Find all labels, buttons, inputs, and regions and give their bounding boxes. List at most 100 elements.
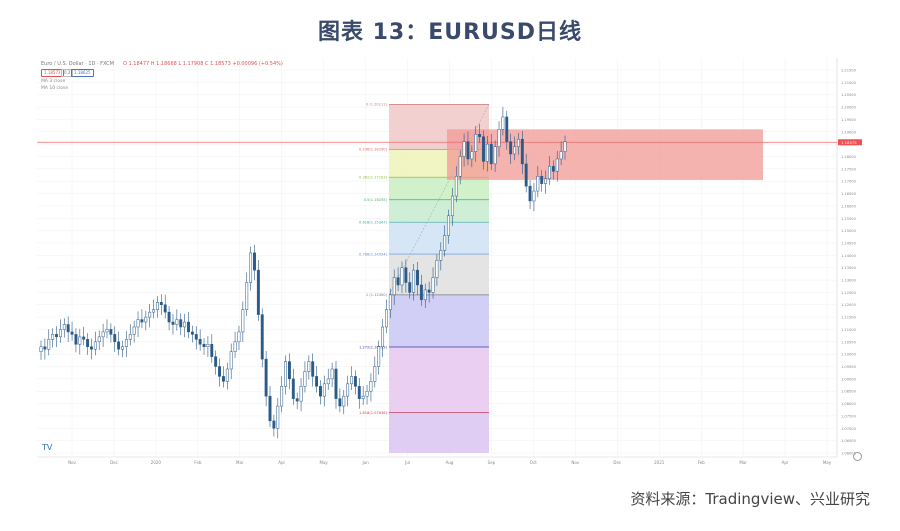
- price-tick-label: 1.07000: [841, 427, 857, 431]
- time-tick-label: Apr: [782, 460, 789, 465]
- ma-indicator-1[interactable]: MA 3 close: [41, 79, 66, 84]
- chart-area[interactable]: 1.21500 1.21000 1.20500 1.20000 1.19500 1.190…: [37, 58, 865, 466]
- time-tick-label: Dec: [613, 460, 621, 465]
- candle-body: [82, 336, 86, 340]
- candle-body: [43, 346, 47, 350]
- price-tick-label: 1.09500: [841, 365, 857, 369]
- candle-body: [307, 361, 311, 372]
- candle-body: [210, 344, 214, 357]
- candle-body: [58, 329, 62, 338]
- candle-body: [144, 316, 148, 323]
- candle-body: [105, 329, 109, 333]
- candle-body: [400, 267, 404, 286]
- time-tick-label: Nov: [571, 460, 579, 465]
- price-tick-label: 1.14500: [841, 241, 857, 245]
- fib-level-label: 1.272(1.10293): [359, 345, 388, 349]
- fib-level-label: 0.786(1.14054): [359, 252, 388, 256]
- time-tick-label: Mar: [739, 460, 747, 465]
- time-tick-label: Feb: [194, 460, 202, 465]
- candle-body: [338, 398, 342, 407]
- candle-body: [237, 331, 241, 343]
- price-tick-label: 1.13500: [841, 266, 857, 270]
- candle-body: [221, 376, 225, 382]
- candle-body: [536, 176, 540, 192]
- candle-body: [245, 282, 249, 310]
- candle-body: [485, 143, 489, 162]
- candle-body: [101, 331, 105, 338]
- candle-body: [233, 341, 237, 352]
- candle-body: [416, 269, 419, 286]
- sell-price-badge[interactable]: 1.18573: [41, 69, 64, 77]
- time-tick-label: Dec: [110, 460, 118, 465]
- candle-body: [423, 289, 427, 301]
- candlestick-chart[interactable]: 1.21500 1.21000 1.20500 1.20000 1.19500 1.190…: [37, 58, 865, 466]
- candle-body: [66, 324, 70, 333]
- candle-body: [47, 339, 51, 350]
- price-tick-label: 1.16000: [841, 204, 857, 208]
- candle-body: [128, 334, 132, 340]
- candle-body: [97, 336, 101, 343]
- candle-body: [392, 277, 396, 296]
- ohlc-readout: O 1.18477 H 1.18668 L 1.17908 C 1.18573 …: [123, 61, 283, 67]
- candle-body: [152, 309, 156, 313]
- candle-body: [462, 141, 466, 157]
- candle-body: [513, 146, 516, 155]
- settings-gear-icon[interactable]: [853, 452, 862, 461]
- candle-body: [450, 195, 454, 217]
- candle-body: [311, 361, 315, 377]
- candle-body: [563, 141, 567, 152]
- candle-body: [218, 366, 221, 377]
- fib-level-label: 1 (1.12400): [366, 293, 388, 297]
- candle-body: [334, 368, 338, 399]
- candle-body: [55, 334, 58, 338]
- price-tick-label: 1.17000: [841, 180, 857, 184]
- price-tick-label: 1.06500: [841, 439, 857, 443]
- candle-body: [361, 395, 365, 399]
- candle-body: [443, 235, 447, 251]
- candle-body: [280, 386, 284, 407]
- candle-body: [264, 358, 268, 397]
- price-tick-label: 1.11000: [841, 328, 857, 332]
- ma-indicator-2[interactable]: MA 10 close: [41, 86, 69, 91]
- current-price-label: 1.18575: [841, 140, 857, 145]
- candle-body: [516, 138, 520, 147]
- candle-body: [322, 383, 326, 397]
- price-tick-label: 1.14000: [841, 254, 857, 258]
- candle-body: [163, 304, 167, 313]
- candle-body: [194, 334, 198, 340]
- time-tick-label: Aug: [446, 460, 454, 465]
- buy-price-badge[interactable]: 1.18625: [71, 69, 94, 77]
- price-tick-label: 1.13000: [841, 279, 857, 283]
- candle-body: [295, 398, 299, 402]
- candle-body: [396, 277, 400, 286]
- candle-body: [284, 361, 287, 387]
- price-tick-label: 1.18000: [841, 155, 857, 159]
- price-tick-label: 1.16500: [841, 192, 857, 196]
- candle-body: [113, 334, 117, 343]
- candle-body: [256, 269, 260, 315]
- candle-body: [253, 252, 256, 271]
- price-tick-label: 1.06000: [841, 452, 857, 456]
- price-tick-label: 1.10500: [841, 340, 857, 344]
- time-tick-label: Oct: [530, 460, 537, 465]
- candle-body: [478, 133, 482, 137]
- candle-body: [458, 156, 462, 177]
- price-tick-label: 1.21500: [841, 69, 857, 73]
- candle-body: [357, 386, 361, 399]
- candle-body: [198, 339, 202, 345]
- fib-level-label: 0.5(1.16255): [364, 198, 388, 202]
- candle-body: [497, 129, 501, 147]
- candle-body: [202, 344, 206, 347]
- candle-body: [377, 346, 381, 367]
- candle-body: [385, 309, 388, 328]
- time-tick-label: May: [823, 460, 832, 465]
- candle-body: [86, 339, 90, 347]
- fib-level-label: 1.618(1.07636): [359, 411, 388, 415]
- candle-body: [551, 166, 555, 172]
- candle-body: [470, 151, 474, 160]
- price-tick-label: 1.20500: [841, 93, 857, 97]
- price-tick-label: 1.08500: [841, 390, 857, 394]
- candle-body: [419, 284, 423, 301]
- candle-body: [70, 331, 74, 335]
- candle-body: [520, 138, 524, 165]
